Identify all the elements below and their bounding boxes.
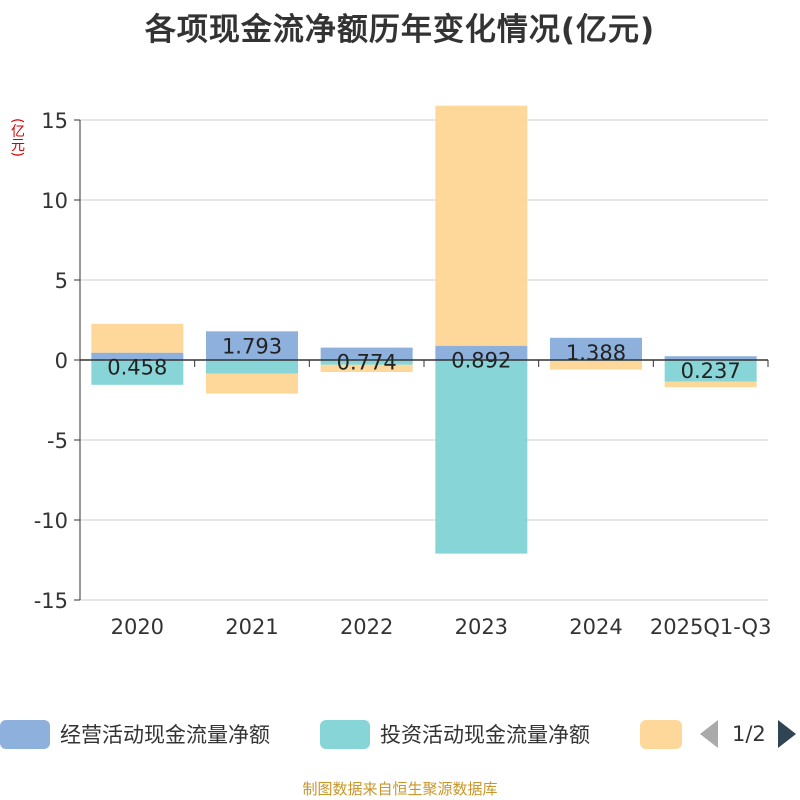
y-tick-label: 15 — [41, 109, 68, 133]
legend-prev-icon[interactable] — [700, 720, 718, 748]
y-tick-label: -15 — [34, 589, 68, 613]
chart-title: 各项现金流净额历年变化情况(亿元) — [144, 12, 656, 48]
bar-chart: 15 10 5 0 -5 -10 -15 2020 2021 2022 2023 2024 2025Q1… — [34, 105, 772, 639]
bar-2023-series-2 — [435, 105, 528, 346]
bar-2020-series-1 — [91, 360, 184, 385]
bars — [91, 105, 757, 554]
bar-2021-series-2 — [206, 373, 298, 394]
legend: 经营活动现金流量净额 投资活动现金流量净额 — [0, 716, 800, 752]
data-label: 0.892 — [451, 349, 511, 373]
x-tick-label: 2021 — [225, 615, 278, 639]
legend-label-operating: 经营活动现金流量净额 — [60, 723, 270, 747]
legend-pager: 1/2 — [700, 716, 796, 752]
bar-2022-series-1 — [320, 360, 413, 365]
x-tick-label: 2025Q1-Q3 — [650, 615, 772, 639]
data-label: 1.388 — [566, 341, 626, 365]
data-source-note: 制图数据来自恒生聚源数据库 — [302, 780, 498, 798]
x-tick-label: 2020 — [111, 615, 164, 639]
legend-item-investing[interactable]: 投资活动现金流量净额 — [320, 716, 590, 752]
axes: 15 10 5 0 -5 -10 -15 2020 2021 2022 2023 2024 2025Q1… — [34, 109, 772, 639]
data-labels: 0.458 1.793 0.774 0.892 1.388 0.237 — [107, 334, 740, 383]
bar-2023-series-1 — [435, 360, 528, 554]
legend-swatch-financing — [640, 719, 682, 749]
data-label: 1.793 — [222, 334, 282, 358]
bar-2025Q1-Q3-series-2 — [664, 381, 757, 388]
x-tick-label: 2023 — [455, 615, 508, 639]
y-tick-label: 0 — [55, 349, 68, 373]
x-tick-label: 2022 — [340, 615, 393, 639]
bar-2024-series-2 — [550, 360, 642, 370]
bar-2022-series-0 — [320, 347, 413, 360]
data-label: 0.237 — [681, 359, 741, 383]
data-label: 0.774 — [337, 351, 397, 375]
legend-swatch-investing — [320, 719, 370, 749]
bar-2021-series-0 — [206, 331, 298, 360]
legend-item-financing[interactable] — [640, 716, 692, 752]
bar-2020-series-0 — [91, 352, 184, 360]
bar-2025Q1-Q3-series-0 — [664, 356, 757, 360]
x-tick-label: 2024 — [569, 615, 622, 639]
legend-page-indicator: 1/2 — [732, 722, 766, 746]
y-axis-unit-label: (亿元) — [9, 118, 25, 157]
legend-next-icon[interactable] — [777, 720, 796, 748]
y-tick-label: -10 — [34, 509, 68, 533]
y-tick-label: -5 — [47, 429, 68, 453]
y-tick-label: 10 — [41, 189, 68, 213]
legend-label-investing: 投资活动现金流量净额 — [380, 723, 590, 747]
legend-swatch-operating — [0, 719, 50, 749]
bar-2020-series-2 — [91, 323, 184, 353]
legend-item-operating[interactable]: 经营活动现金流量净额 — [0, 716, 270, 752]
y-tick-label: 5 — [55, 269, 68, 293]
bar-2024-series-0 — [550, 337, 642, 360]
bar-2025Q1-Q3-series-1 — [664, 360, 757, 382]
bar-2023-series-0 — [435, 345, 528, 360]
bar-2022-series-2 — [320, 364, 413, 372]
data-label: 0.458 — [107, 356, 167, 380]
bar-2021-series-1 — [206, 360, 298, 374]
